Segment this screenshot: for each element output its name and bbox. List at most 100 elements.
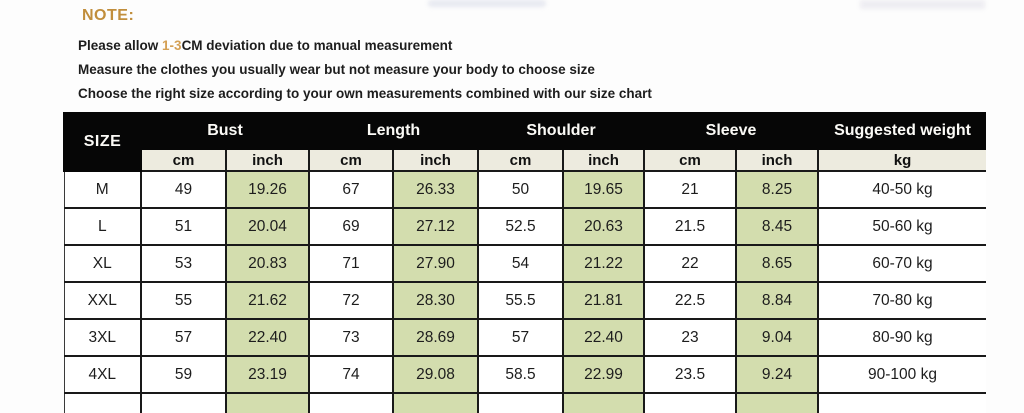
cell-sl-cm: 23 — [643, 318, 738, 357]
note-line-measure-clothes: Measure the clothes you usually wear but… — [78, 62, 595, 77]
cell-weight — [817, 392, 987, 413]
cell-sh-cm: 58.5 — [477, 355, 565, 394]
shoulder-inch-unit-header: inch — [562, 148, 646, 172]
cell-weight: 90-100 kg — [817, 355, 987, 394]
sleeve-cm-unit-header: cm — [643, 148, 738, 172]
cell-sl-in — [735, 392, 820, 413]
cell-sl-cm — [643, 392, 738, 413]
cell-sh-cm: 54 — [477, 244, 565, 283]
cell-weight: 50-60 kg — [817, 207, 987, 246]
cell-sh-in: 20.63 — [562, 207, 646, 246]
cell-bust-cm: 49 — [140, 170, 227, 209]
cell-weight: 70-80 kg — [817, 281, 987, 320]
cell-sh-cm: 57 — [477, 318, 565, 357]
note-line-1-prefix: Please allow — [78, 38, 163, 53]
cell-sh-in: 22.40 — [562, 318, 646, 357]
bust-inch-unit-header: inch — [225, 148, 310, 172]
table-header-row: SIZE Bust Length Shoulder Sleeve Suggest… — [63, 112, 987, 172]
cell-sl-in: 9.04 — [735, 318, 820, 357]
cell-len-in — [391, 392, 480, 413]
cell-len-in: 26.33 — [391, 170, 480, 209]
cell-weight: 60-70 kg — [817, 244, 987, 283]
cell-len-cm: 73 — [308, 318, 394, 357]
cell-bust-cm: 57 — [140, 318, 227, 357]
bust-column-header: Bust — [140, 112, 310, 150]
table-body: M 49 19.26 67 26.33 50 19.65 21 8.25 40-50 kg L 51 2… — [63, 170, 987, 413]
cell-sl-in: 8.25 — [735, 170, 820, 209]
bust-cm-unit-header: cm — [140, 148, 227, 172]
weight-column-header: Suggested weight — [817, 112, 987, 150]
note-title: NOTE: — [82, 7, 135, 24]
table-row: 4XL 59 23.19 74 29.08 58.5 22.99 23.5 9.24 90-100… — [63, 355, 987, 394]
cell-sl-cm: 21 — [643, 170, 738, 209]
cell-bust-cm: 59 — [140, 355, 227, 394]
table-row: 3XL 57 22.40 73 28.69 57 22.40 23 9.04 80-90 kg — [63, 318, 987, 357]
note-line-1-highlight: 1-3 — [162, 38, 182, 53]
cell-bust-in: 20.04 — [225, 207, 310, 246]
cell-sh-cm: 55.5 — [477, 281, 565, 320]
cell-len-cm: 69 — [308, 207, 394, 246]
cell-len-in: 29.08 — [391, 355, 480, 394]
note-line-measurement-deviation: Please allow 1-3CM deviation due to manu… — [78, 38, 452, 53]
table-row: XXL 55 21.62 72 28.30 55.5 21.81 22.5 8.84 70-80 … — [63, 281, 987, 320]
cell-sh-cm: 52.5 — [477, 207, 565, 246]
cell-sh-in — [562, 392, 646, 413]
cell-sl-cm: 23.5 — [643, 355, 738, 394]
cell-size: XXL — [63, 281, 142, 320]
cell-size: 4XL — [63, 355, 142, 394]
cell-len-cm — [308, 392, 394, 413]
size-chart-table: SIZE Bust Length Shoulder Sleeve Suggest… — [63, 112, 987, 413]
cell-bust-cm: 51 — [140, 207, 227, 246]
cell-sh-cm: 50 — [477, 170, 565, 209]
cell-sh-in: 21.22 — [562, 244, 646, 283]
cell-weight: 80-90 kg — [817, 318, 987, 357]
cell-bust-cm: 53 — [140, 244, 227, 283]
cell-bust-cm — [140, 392, 227, 413]
size-column-header: SIZE — [63, 112, 142, 172]
cell-len-cm: 67 — [308, 170, 394, 209]
cell-len-in: 27.12 — [391, 207, 480, 246]
shoulder-cm-unit-header: cm — [477, 148, 565, 172]
top-edge-artifact-right — [860, 0, 985, 9]
cell-bust-in: 20.83 — [225, 244, 310, 283]
cell-sh-cm — [477, 392, 565, 413]
note-line-choose-size: Choose the right size according to your … — [78, 86, 652, 101]
cell-bust-cm: 55 — [140, 281, 227, 320]
cell-sl-cm: 21.5 — [643, 207, 738, 246]
cell-sl-in: 9.24 — [735, 355, 820, 394]
sleeve-column-header: Sleeve — [643, 112, 820, 150]
cell-len-cm: 72 — [308, 281, 394, 320]
cell-len-in: 28.69 — [391, 318, 480, 357]
cell-size: L — [63, 207, 142, 246]
cell-len-in: 28.30 — [391, 281, 480, 320]
table-row: M 49 19.26 67 26.33 50 19.65 21 8.25 40-50 kg — [63, 170, 987, 209]
table-units-row: cm inch cm inch cm inch cm inch kg — [64, 148, 987, 172]
cell-bust-in: 23.19 — [225, 355, 310, 394]
cell-sl-in: 8.45 — [735, 207, 820, 246]
weight-kg-unit-header: kg — [817, 148, 987, 172]
length-inch-unit-header: inch — [391, 148, 480, 172]
cell-sl-in: 8.84 — [735, 281, 820, 320]
cell-size: XL — [63, 244, 142, 283]
cell-bust-in: 19.26 — [225, 170, 310, 209]
cell-bust-in: 22.40 — [225, 318, 310, 357]
cell-bust-in — [225, 392, 310, 413]
cell-sh-in: 22.99 — [562, 355, 646, 394]
length-cm-unit-header: cm — [308, 148, 394, 172]
table-row-partial — [63, 392, 987, 413]
cell-size: M — [63, 170, 142, 209]
cell-sl-cm: 22 — [643, 244, 738, 283]
length-column-header: Length — [307, 112, 480, 150]
top-edge-artifact-left — [428, 0, 546, 7]
cell-weight: 40-50 kg — [817, 170, 987, 209]
cell-sh-in: 21.81 — [562, 281, 646, 320]
cell-sl-in: 8.65 — [735, 244, 820, 283]
cell-size: 3XL — [63, 318, 142, 357]
cell-len-cm: 74 — [308, 355, 394, 394]
cell-len-cm: 71 — [308, 244, 394, 283]
cell-size — [63, 392, 142, 413]
sleeve-inch-unit-header: inch — [735, 148, 820, 172]
table-row: L 51 20.04 69 27.12 52.5 20.63 21.5 8.45 50-60 kg — [63, 207, 987, 246]
cell-len-in: 27.90 — [391, 244, 480, 283]
